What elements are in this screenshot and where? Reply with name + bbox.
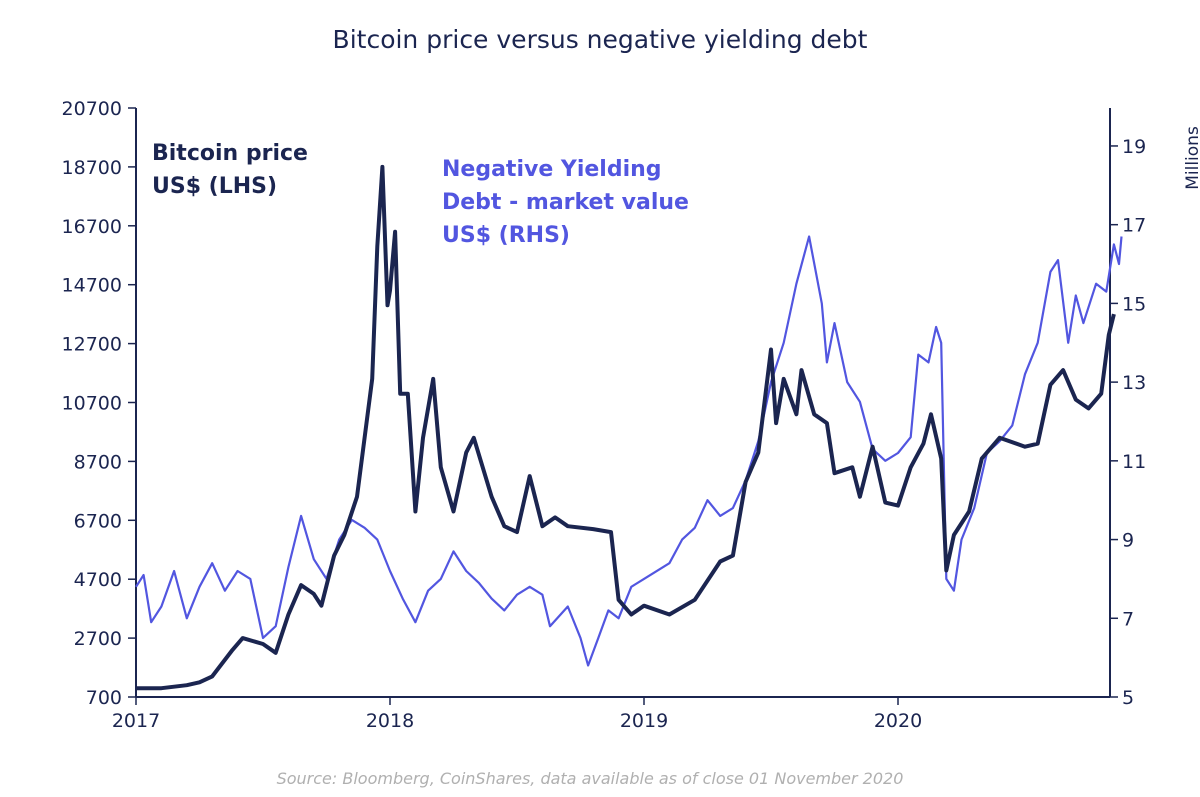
chart-title: Bitcoin price versus negative yielding d… <box>333 25 868 54</box>
left-tick-label: 6700 <box>74 510 122 532</box>
bitcoin-price-line <box>136 164 1116 691</box>
left-tick-label: 12700 <box>62 334 122 356</box>
right-tick-label: 19 <box>1122 136 1146 158</box>
x-tick-label: 2019 <box>620 710 668 732</box>
left-tick-label: 8700 <box>74 451 122 473</box>
left-tick-label: 4700 <box>74 569 122 591</box>
right-tick-label: 13 <box>1122 372 1146 394</box>
left-tick-label: 20700 <box>62 98 122 120</box>
right-tick-label: 7 <box>1122 608 1134 630</box>
left-tick-label: 16700 <box>62 216 122 238</box>
right-tick-label: 5 <box>1122 687 1134 709</box>
x-tick-label: 2020 <box>874 710 922 732</box>
x-tick-label: 2017 <box>112 710 160 732</box>
right-tick-label: 11 <box>1122 451 1146 473</box>
bitcoin-label-line2: US$ (LHS) <box>152 174 277 199</box>
right-tick-label: 15 <box>1122 293 1146 315</box>
debt-label-line2: Debt - market value <box>442 190 689 215</box>
right-tick-label: 17 <box>1122 215 1146 237</box>
right-axis-label: Millions <box>1183 126 1200 190</box>
debt-label-line1: Negative Yielding <box>442 157 662 182</box>
left-tick-label: 10700 <box>62 393 122 415</box>
debt-label-line3: US$ (RHS) <box>442 223 570 248</box>
left-tick-label: 14700 <box>62 275 122 297</box>
bitcoin-label-line1: Bitcoin price <box>152 141 308 166</box>
source-note: Source: Bloomberg, CoinShares, data avai… <box>277 769 904 788</box>
left-tick-label: 2700 <box>74 628 122 650</box>
right-tick-label: 9 <box>1122 530 1134 552</box>
negative-yield-debt-line <box>135 235 1123 667</box>
left-tick-label: 700 <box>86 687 122 709</box>
left-tick-label: 18700 <box>62 157 122 179</box>
x-tick-label: 2018 <box>366 710 414 732</box>
